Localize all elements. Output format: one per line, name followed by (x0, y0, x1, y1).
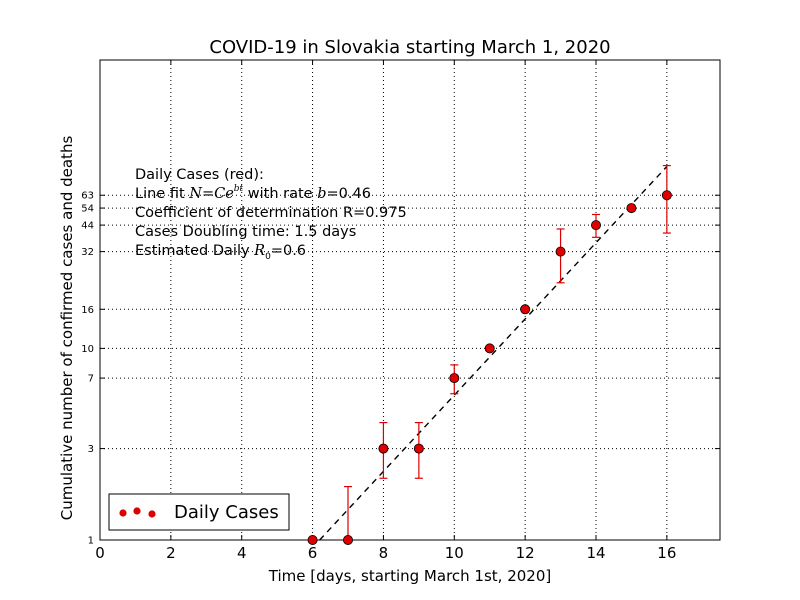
chart-title: COVID-19 in Slovakia starting March 1, 2… (209, 37, 610, 58)
y-tick-label: 44 (81, 221, 94, 232)
y-tick-label: 32 (81, 247, 94, 258)
data-point (449, 373, 460, 384)
data-point (342, 535, 353, 546)
data-point (413, 443, 424, 454)
annotation-line: Coefficient of determination R=0.975 (135, 205, 407, 221)
y-tick-label: 54 (81, 204, 94, 215)
y-axis-label: Cumulative number of confirmed cases and… (58, 136, 76, 521)
x-tick-label: 2 (166, 544, 176, 562)
data-point (591, 220, 602, 231)
y-tick-label: 63 (81, 191, 94, 202)
y-tick-label: 3 (88, 444, 94, 455)
y-tick-label: 16 (81, 305, 94, 316)
x-tick-label: 16 (657, 544, 676, 562)
y-tick-label: 7 (88, 374, 94, 385)
x-axis-label: Time [days, starting March 1st, 2020] (268, 567, 551, 585)
legend-label: Daily Cases (174, 502, 279, 523)
x-tick-label: 6 (308, 544, 318, 562)
annotation-line: Cases Doubling time: 1.5 days (135, 224, 356, 240)
legend: Daily Cases (108, 493, 290, 531)
x-tick-label: 8 (379, 544, 389, 562)
plot-frame (99, 59, 721, 541)
data-point (520, 304, 531, 315)
fit-annotation: Daily Cases (red):Line fit N=Cebt with r… (135, 167, 407, 262)
fit-line (319, 166, 668, 541)
data-point (484, 343, 495, 354)
x-tick-label: 14 (586, 544, 605, 562)
x-tick-label: 4 (237, 544, 247, 562)
data-point (555, 246, 566, 257)
x-tick-label: 0 (95, 544, 105, 562)
error-bars (344, 164, 671, 541)
annotation-line: Estimated Daily R0=0.6 (135, 243, 306, 262)
data-point (661, 190, 672, 201)
data-point (626, 203, 637, 214)
axis-ticks: 0 2 4 6 8 10 12 14 16 1 3 7 10 16 32 44 54 63 (81, 60, 720, 562)
annotation-line: Daily Cases (red): (135, 167, 264, 183)
grid-lines (100, 60, 720, 540)
data-point (307, 535, 318, 546)
data-point (378, 443, 389, 454)
x-tick-label: 12 (516, 544, 535, 562)
legend-marker (119, 509, 127, 517)
legend-marker (148, 510, 156, 518)
annotation-line: Line fit N=Cebt with rate b=0.46 (135, 184, 371, 202)
data-points (307, 190, 672, 546)
legend-marker (133, 507, 141, 515)
y-tick-label: 1 (88, 536, 94, 547)
y-tick-label: 10 (81, 344, 94, 355)
x-tick-label: 10 (445, 544, 464, 562)
